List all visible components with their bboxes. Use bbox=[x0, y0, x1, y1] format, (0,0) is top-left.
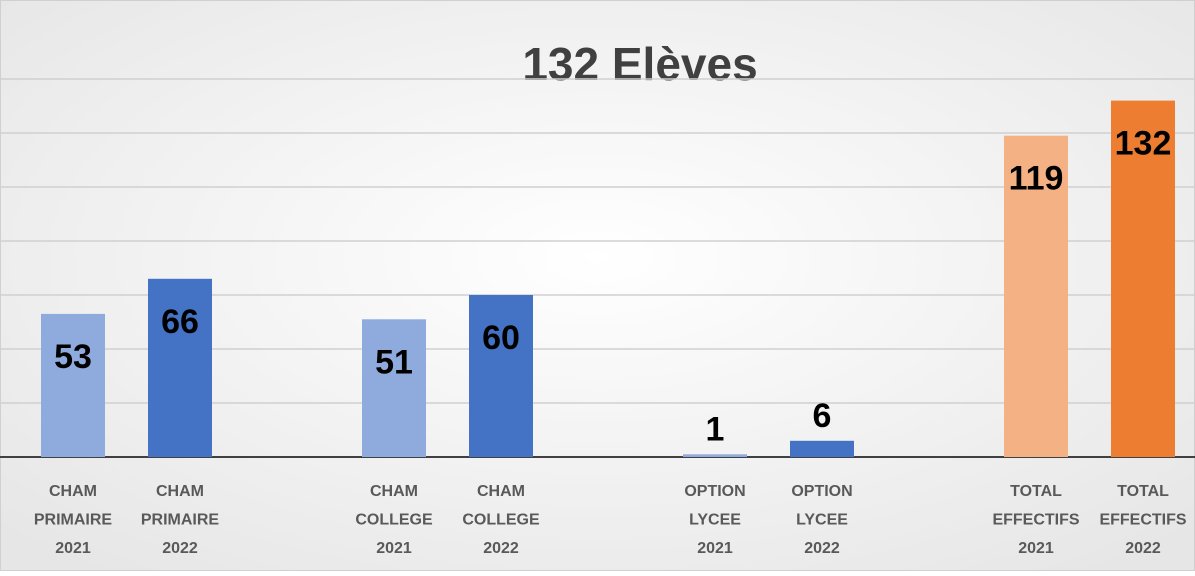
bar bbox=[362, 319, 426, 457]
value-label: 6 bbox=[813, 397, 832, 435]
bar bbox=[1004, 135, 1068, 457]
bar bbox=[1111, 100, 1175, 457]
bar bbox=[683, 454, 747, 457]
value-label: 119 bbox=[1009, 160, 1064, 198]
bar bbox=[469, 295, 533, 457]
x-tick-label: CHAM COLLEGE 2021 bbox=[355, 483, 433, 557]
value-label: 60 bbox=[482, 319, 520, 357]
x-tick-label: OPTION LYCEE 2021 bbox=[684, 483, 745, 557]
value-label: 66 bbox=[161, 303, 199, 341]
value-label: 53 bbox=[54, 338, 92, 376]
x-tick-label: TOTAL EFFECTIFS 2022 bbox=[1099, 483, 1186, 557]
x-tick-label: TOTAL EFFECTIFS 2021 bbox=[992, 483, 1079, 557]
bar bbox=[148, 278, 212, 457]
x-tick-label: CHAM PRIMAIRE 2022 bbox=[141, 483, 220, 557]
x-tick-label: OPTION LYCEE 2022 bbox=[791, 483, 852, 557]
value-label: 132 bbox=[1115, 125, 1172, 163]
value-label: 1 bbox=[706, 410, 725, 448]
bar bbox=[41, 313, 105, 457]
chart-title: 132 Elèves bbox=[522, 38, 757, 90]
x-tick-label: CHAM COLLEGE 2022 bbox=[462, 483, 540, 557]
bar bbox=[790, 440, 854, 457]
x-tick-label: CHAM PRIMAIRE 2021 bbox=[34, 483, 113, 557]
value-label: 51 bbox=[375, 343, 413, 381]
